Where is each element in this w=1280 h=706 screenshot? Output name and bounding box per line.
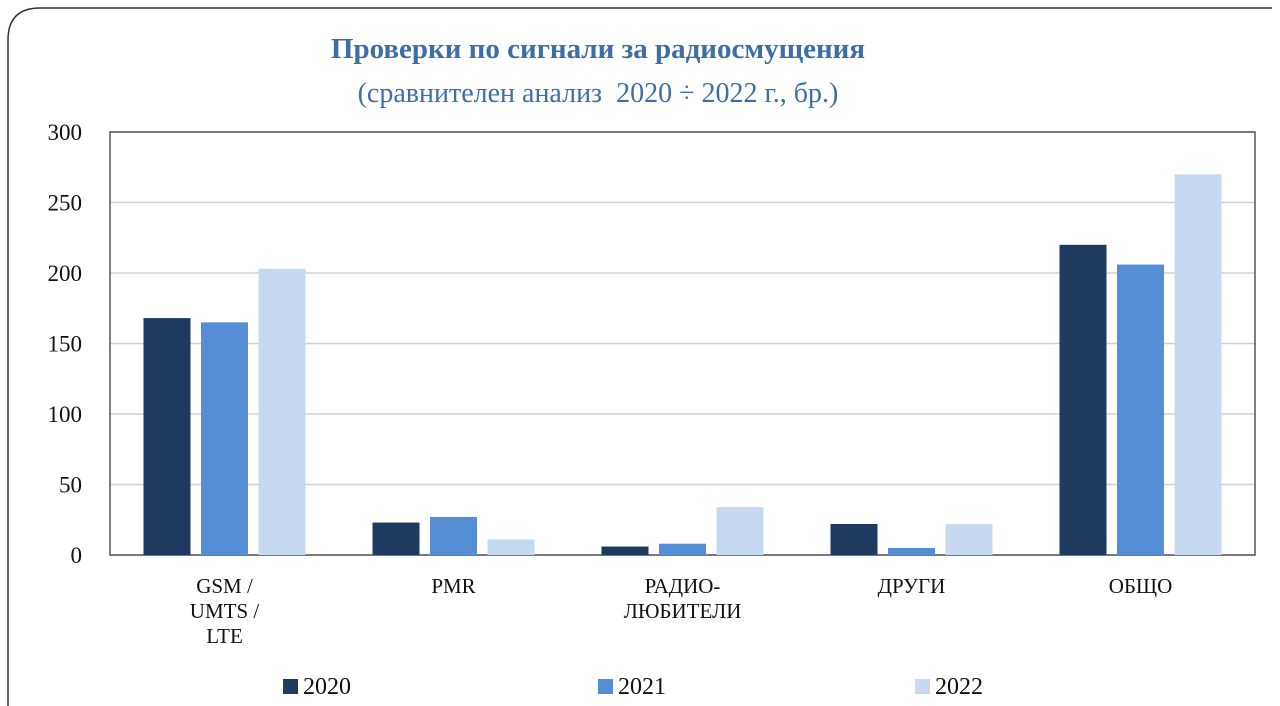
legend-label: 2021 [618, 674, 666, 700]
x-tick-label: ОБЩО [1108, 574, 1173, 598]
bar [487, 539, 535, 555]
bar [659, 543, 706, 555]
chart-title: Проверки по сигнали за радиосмущения [331, 33, 865, 65]
bar [430, 516, 477, 555]
legend-label: 2020 [303, 674, 351, 700]
bar [830, 523, 878, 555]
y-tick-label: 300 [48, 120, 83, 145]
frame [7, 7, 1272, 706]
legend-label: 2022 [935, 674, 983, 700]
bar [888, 547, 935, 555]
bar [372, 522, 420, 555]
bar [1174, 174, 1222, 556]
bar [143, 318, 191, 555]
y-tick-label: 250 [48, 191, 83, 216]
chart-subtitle: (сравнителен анализ 2020 ÷ 2022 г., бр.) [358, 78, 839, 109]
bar [716, 507, 764, 555]
legend-swatch [598, 679, 613, 694]
bar [258, 268, 306, 555]
bar [201, 322, 248, 555]
legend-swatch [915, 679, 930, 694]
y-tick-label: 0 [71, 543, 83, 568]
x-tick-label: ДРУГИ [877, 574, 946, 598]
y-tick-label: 100 [48, 402, 83, 427]
y-tick-label: 200 [48, 261, 83, 286]
y-tick-label: 50 [59, 473, 82, 498]
x-tick-label: GSM / UMTS / LTE [189, 574, 260, 648]
bar [601, 546, 649, 555]
bar [1059, 244, 1107, 556]
bar [1117, 264, 1164, 555]
x-tick-label: РАДИО- ЛЮБИТЕЛИ [623, 574, 742, 623]
y-tick-label: 150 [48, 332, 83, 357]
x-tick-label: PMR [431, 574, 476, 598]
legend-swatch [283, 679, 298, 694]
bar [945, 523, 993, 555]
